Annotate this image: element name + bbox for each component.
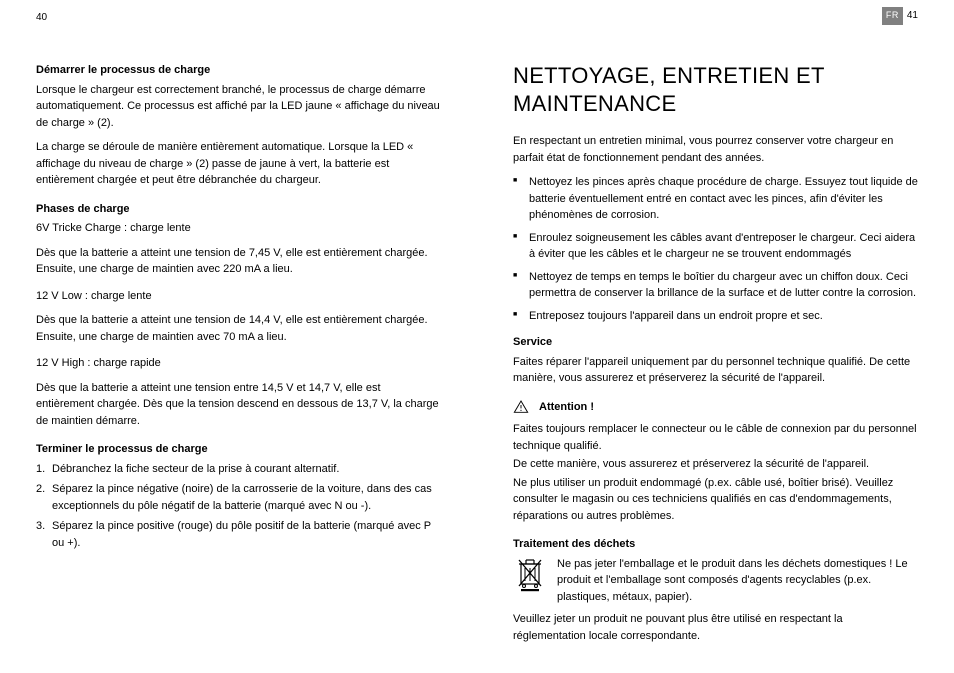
attention-header: Attention !	[513, 399, 918, 416]
section-waste: Traitement des déchets	[513, 536, 918, 644]
heading-terminate: Terminer le processus de charge	[36, 441, 441, 458]
paragraph: Lorsque le chargeur est correctement bra…	[36, 82, 441, 132]
phase-title: 12 V Low : charge lente	[36, 288, 441, 305]
heading-service: Service	[513, 334, 918, 351]
left-page: 40 Démarrer le processus de charge Lorsq…	[0, 0, 477, 673]
language-badge: FR	[882, 7, 903, 25]
maintenance-bullets: Nettoyez les pinces après chaque procédu…	[513, 174, 918, 324]
section-terminate: Terminer le processus de charge 1. Débran…	[36, 441, 441, 551]
paragraph: La charge se déroule de manière entièrem…	[36, 139, 441, 189]
phase-body: Dès que la batterie a atteint une tensio…	[36, 380, 441, 430]
paragraph: Ne plus utiliser un produit endommagé (p…	[513, 475, 918, 525]
phase-title: 6V Tricke Charge : charge lente	[36, 220, 441, 237]
section-start-charge: Démarrer le processus de charge Lorsque …	[36, 62, 441, 189]
warning-icon	[513, 399, 529, 415]
list-item: 1. Débranchez la fiche secteur de la pris…	[36, 461, 441, 478]
right-page: FR 41 NETTOYAGE, ENTRETIEN ET MAINTENANC…	[477, 0, 954, 673]
phase-body: Dès que la batterie a atteint une tensio…	[36, 312, 441, 345]
page-spread: 40 Démarrer le processus de charge Lorsq…	[0, 0, 954, 673]
list-item: Nettoyez les pinces après chaque procédu…	[513, 174, 918, 224]
list-item: Nettoyez de temps en temps le boîtier du…	[513, 269, 918, 302]
list-item: Entreposez toujours l'appareil dans un e…	[513, 308, 918, 325]
heading-phases: Phases de charge	[36, 201, 441, 218]
step-number: 2.	[36, 481, 45, 498]
section-service: Service Faites réparer l'appareil unique…	[513, 334, 918, 387]
step-text: Séparez la pince positive (rouge) du pôl…	[52, 520, 431, 549]
paragraph: De cette manière, vous assurerez et prés…	[513, 456, 918, 473]
paragraph: Faites toujours remplacer le connecteur …	[513, 421, 918, 454]
step-text: Séparez la pince négative (noire) de la …	[52, 483, 432, 512]
list-item: 2. Séparez la pince négative (noire) de l…	[36, 481, 441, 514]
heading-waste: Traitement des déchets	[513, 536, 918, 553]
terminate-steps: 1. Débranchez la fiche secteur de la pris…	[36, 461, 441, 552]
left-content: Démarrer le processus de charge Lorsque …	[36, 62, 441, 551]
step-text: Débranchez la fiche secteur de la prise …	[52, 463, 339, 475]
waste-paragraph: Ne pas jeter l'emballage et le produit d…	[557, 556, 918, 606]
step-number: 3.	[36, 518, 45, 535]
paragraph: Veuillez jeter un produit ne pouvant plu…	[513, 611, 918, 644]
phase-title: 12 V High : charge rapide	[36, 355, 441, 372]
page-number-right-wrap: FR 41	[882, 7, 918, 25]
main-title: NETTOYAGE, ENTRETIEN ET MAINTENANCE	[513, 62, 918, 117]
page-number-left: 40	[36, 10, 47, 25]
step-number: 1.	[36, 461, 45, 478]
heading-start-charge: Démarrer le processus de charge	[36, 62, 441, 79]
list-item: 3. Séparez la pince positive (rouge) du p…	[36, 518, 441, 551]
weee-bin-icon	[513, 556, 547, 594]
page-number-right: 41	[907, 8, 918, 23]
section-phases: Phases de charge 6V Tricke Charge : char…	[36, 201, 441, 430]
phase-body: Dès que la batterie a atteint une tensio…	[36, 245, 441, 278]
intro-paragraph: En respectant un entretien minimal, vous…	[513, 133, 918, 166]
section-attention: Attention ! Faites toujours remplacer le…	[513, 399, 918, 525]
right-content: NETTOYAGE, ENTRETIEN ET MAINTENANCE En r…	[513, 62, 918, 644]
paragraph: Faites réparer l'appareil uniquement par…	[513, 354, 918, 387]
heading-attention: Attention !	[539, 399, 594, 416]
list-item: Enroulez soigneusement les câbles avant …	[513, 230, 918, 263]
waste-row: Ne pas jeter l'emballage et le produit d…	[513, 556, 918, 608]
